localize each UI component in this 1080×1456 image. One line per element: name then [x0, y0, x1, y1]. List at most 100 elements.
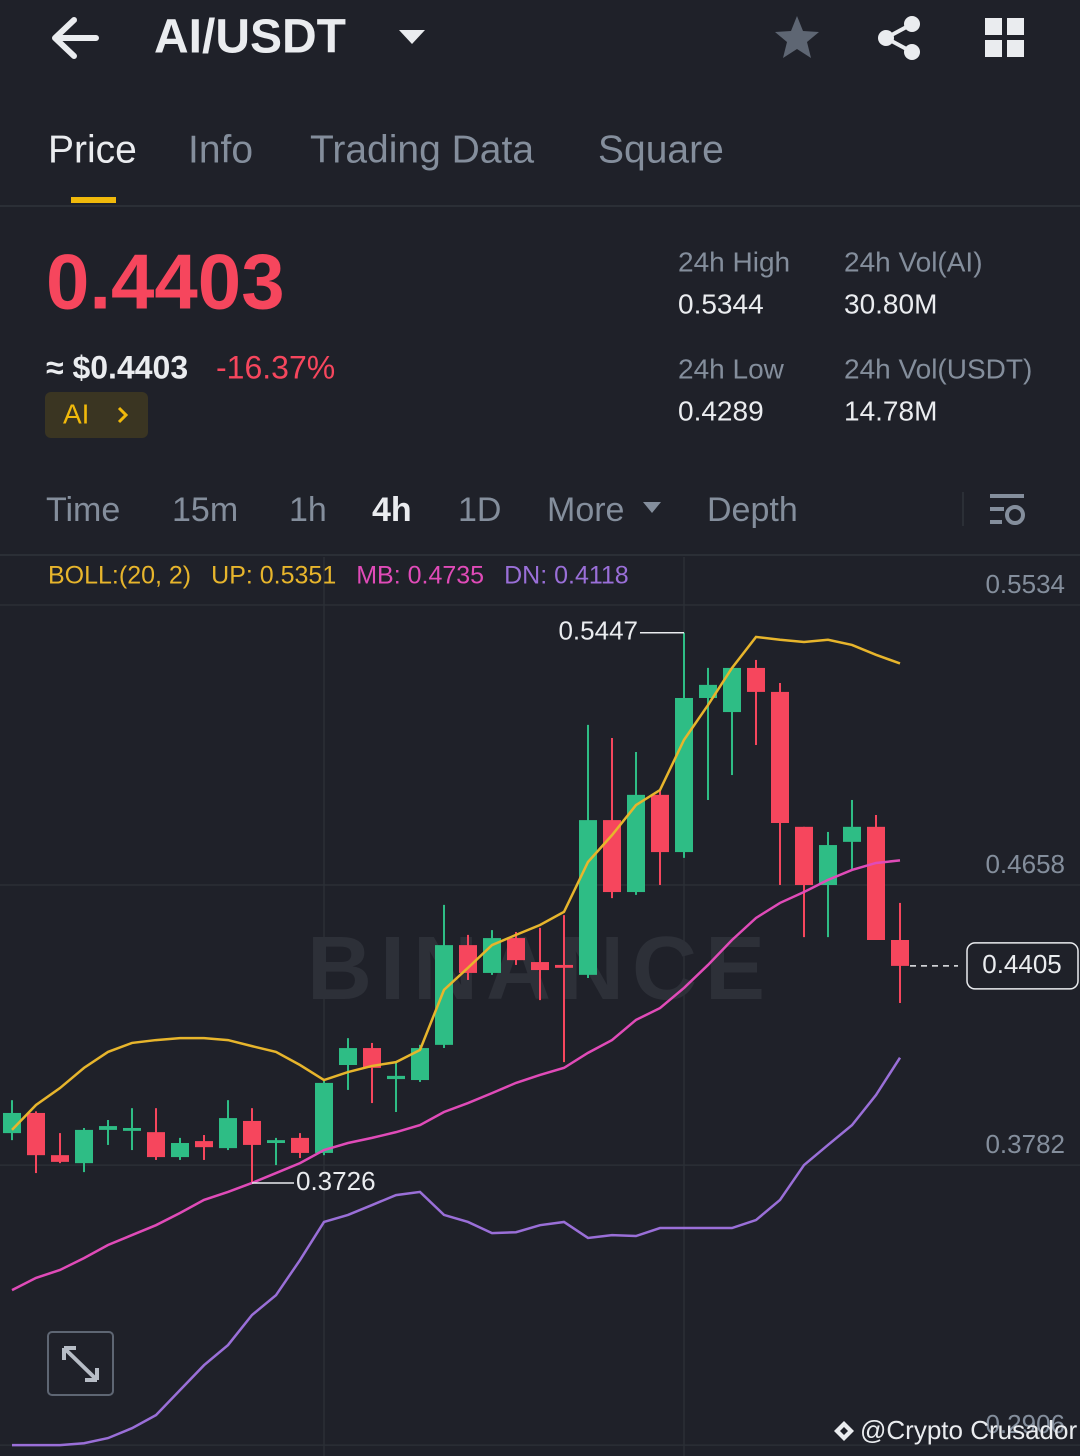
legend-entry: BOLL:(20, 2): [48, 562, 191, 590]
last-price: 0.4403: [46, 238, 285, 326]
y-tick-label: 0.2906: [985, 1409, 1065, 1439]
candle-body: [723, 667, 741, 713]
candle-body: [867, 826, 885, 941]
candle-body: [459, 945, 477, 973]
candle-body: [291, 1137, 309, 1153]
fiat-price: ≈ $0.4403: [46, 349, 188, 385]
low-label: 0.3726: [296, 1166, 376, 1196]
interval[interactable]: Depth: [707, 491, 798, 529]
tab-active[interactable]: Price: [48, 128, 137, 171]
tab[interactable]: Square: [598, 128, 724, 171]
grid-menu-icon[interactable]: [985, 18, 1024, 57]
last-price-box: [966, 942, 1079, 990]
candle-body: [411, 1048, 429, 1081]
stat-label: 24h High: [678, 246, 790, 277]
pair-dropdown[interactable]: [399, 30, 425, 44]
candle-body: [531, 962, 549, 971]
boll-line: [12, 1056, 902, 1447]
candle-body: [675, 697, 693, 853]
candle-body: [747, 667, 765, 692]
interval-more[interactable]: More: [547, 491, 624, 529]
stat-value: 14.78M: [844, 395, 937, 426]
candle-body: [243, 1120, 261, 1145]
candle-body: [123, 1127, 141, 1131]
candle-body: [3, 1112, 21, 1134]
divider: [0, 554, 1080, 556]
grid-cell: [985, 18, 1002, 35]
interval-active[interactable]: 4h: [372, 491, 412, 529]
candle-body: [171, 1143, 189, 1158]
share-link: [881, 22, 913, 54]
interval[interactable]: 15m: [172, 491, 238, 529]
candle-body: [699, 684, 717, 698]
stat-label: 24h Vol(AI): [844, 246, 983, 277]
legend-entry: MB: 0.4735: [356, 562, 484, 590]
candle-body: [363, 1048, 381, 1068]
divider: [0, 205, 1080, 207]
boll-line: [11, 859, 901, 1292]
stat-value: 0.4289: [678, 395, 764, 426]
candle-body: [603, 820, 621, 893]
favorite-icon[interactable]: [775, 16, 819, 58]
candle-body: [27, 1112, 45, 1156]
candle-body: [99, 1126, 117, 1130]
candle-body: [75, 1129, 93, 1164]
chart-settings-icon[interactable]: [990, 494, 1025, 525]
candle-body: [795, 826, 813, 886]
icon-bar: [990, 494, 1024, 498]
interval[interactable]: 1h: [289, 491, 327, 529]
credit: @Crypto Crusador: [860, 1415, 1077, 1445]
pair-title[interactable]: AI/USDT: [154, 11, 346, 64]
candle-body: [435, 945, 453, 1045]
y-tick-label: 0.5534: [985, 569, 1065, 599]
candle-body: [651, 794, 669, 853]
candle-body: [483, 938, 501, 973]
stat-label: 24h Vol(USDT): [844, 353, 1032, 384]
candle-body: [51, 1155, 69, 1162]
tag-chevron: [117, 406, 129, 424]
icon-bar: [990, 507, 1004, 511]
legend-entry: UP: 0.5351: [211, 562, 336, 590]
candle-body: [387, 1075, 405, 1080]
last-price-label: 0.4405: [982, 949, 1062, 979]
candle-body: [627, 794, 645, 893]
back-button[interactable]: [52, 17, 99, 59]
grid-cell: [1007, 18, 1024, 35]
icon-bar: [990, 520, 1002, 524]
high-label: 0.5447: [558, 616, 638, 646]
credit-logo: [834, 1421, 854, 1441]
divider: [962, 492, 964, 526]
candle-body: [219, 1118, 237, 1149]
more-dropdown[interactable]: [643, 502, 661, 513]
share-icon[interactable]: [878, 16, 920, 60]
candle-body: [315, 1082, 333, 1153]
tab[interactable]: Trading Data: [310, 128, 534, 171]
interval[interactable]: Time: [46, 491, 120, 529]
candle-body: [819, 845, 837, 886]
candle-body: [147, 1132, 165, 1158]
tag-bg: [45, 392, 148, 438]
icon-gear: [1005, 505, 1025, 525]
tab[interactable]: Info: [188, 128, 253, 171]
price-change: -16.37%: [216, 349, 335, 385]
candle-body: [843, 826, 861, 842]
candle-body: [267, 1140, 285, 1144]
tab-indicator: [71, 197, 116, 203]
stat-value: 30.80M: [844, 288, 937, 319]
interval[interactable]: 1D: [458, 491, 501, 529]
grid-cell: [1007, 40, 1024, 57]
coin-tag[interactable]: AI: [45, 392, 148, 438]
stat-value: 0.5344: [678, 288, 764, 319]
candle-body: [579, 820, 597, 975]
candle-body: [195, 1141, 213, 1148]
tag-label: AI: [63, 398, 89, 429]
y-tick-label: 0.3782: [985, 1129, 1065, 1159]
candle-body: [339, 1048, 357, 1066]
candlestick-chart: 0.5534 0.4658 0.3782 0.2906 BOLL:(20, 2) UP: …: [0, 562, 1080, 1447]
boll-line: [11, 635, 901, 1131]
candle-body: [891, 940, 909, 966]
candle-body: [771, 691, 789, 823]
fullscreen-button[interactable]: [47, 1331, 114, 1396]
expand-icon: [62, 1346, 99, 1382]
